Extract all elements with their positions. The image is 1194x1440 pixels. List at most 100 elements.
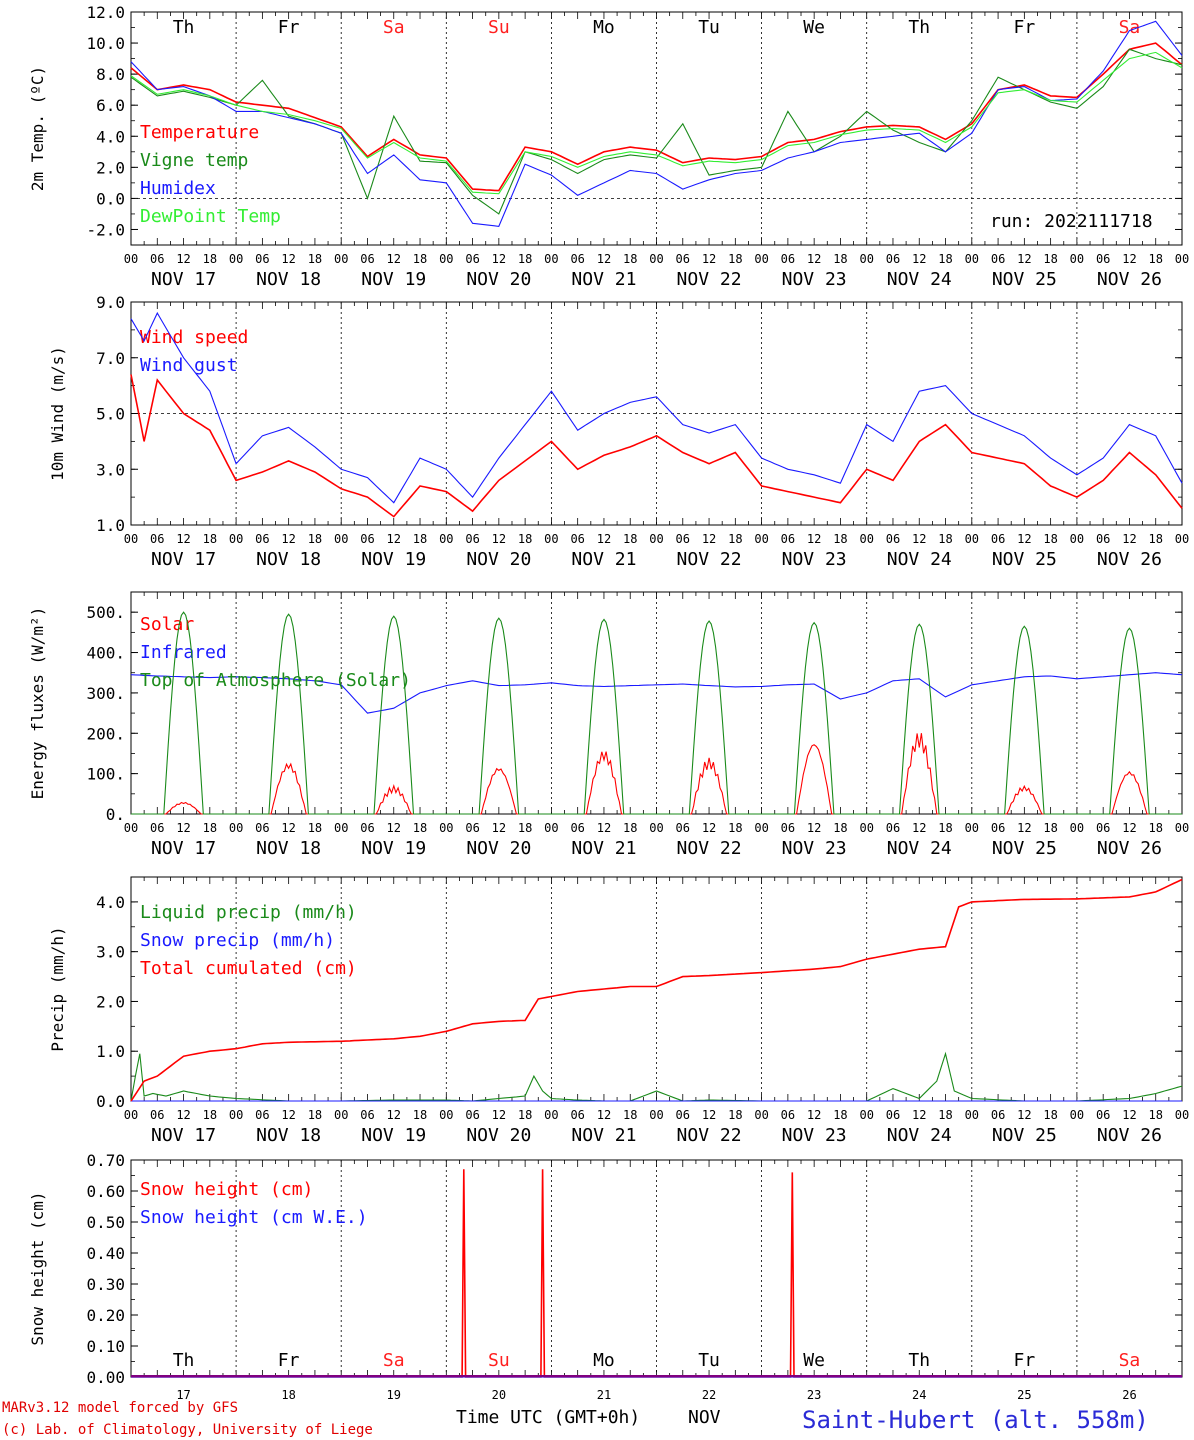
date-label: NOV 22: [677, 838, 742, 859]
hour-tick-label: 12: [281, 1108, 295, 1122]
day-number-label: 21: [597, 1388, 611, 1402]
hour-tick-label: 12: [597, 532, 611, 546]
hour-tick-label: 00: [124, 252, 138, 266]
hour-tick-label: 06: [991, 821, 1005, 835]
weekday-label: Th: [908, 17, 930, 38]
hour-tick-label: 12: [176, 252, 190, 266]
hour-tick-label: 18: [938, 252, 952, 266]
hour-tick-label: 12: [1122, 532, 1136, 546]
panel-4: 4.0 3.0 2.0 1.0 0.0 Precip (mm/h) 00 06 12 18 NOV …: [48, 876, 1189, 1146]
date-label: NOV 17: [151, 838, 216, 859]
hour-tick-label: 06: [781, 821, 795, 835]
y-tick-label: 0.: [106, 805, 125, 824]
date-label: NOV 19: [361, 269, 426, 290]
y-tick-label: 1.0: [96, 1042, 125, 1061]
hour-tick-label: 00: [124, 1108, 138, 1122]
day-number-label: 22: [702, 1388, 716, 1402]
weekday-label: Th: [173, 17, 195, 38]
y-tick-label: 7.0: [96, 349, 125, 368]
hour-tick-label: 00: [649, 532, 663, 546]
hour-tick-label: 12: [492, 252, 506, 266]
hour-tick-label: 00: [124, 821, 138, 835]
legend-entry: Total cumulated (cm): [140, 958, 357, 979]
hour-tick-label: 06: [360, 821, 374, 835]
legend-entry: DewPoint Temp: [140, 206, 281, 227]
series-line-total-cumulated-cm-: [130, 878, 1183, 1102]
hour-tick-label: 06: [886, 821, 900, 835]
weekday-label: Sa: [1119, 17, 1141, 38]
date-label: NOV 22: [677, 269, 742, 290]
hour-tick-label: 18: [203, 821, 217, 835]
hour-tick-label: 12: [1122, 1108, 1136, 1122]
date-label: NOV 17: [151, 269, 216, 290]
day-number-label: 17: [176, 1388, 190, 1402]
hour-tick-label: 18: [1148, 1108, 1162, 1122]
weekday-label: Sa: [383, 17, 405, 38]
run-label: run: 2022111718: [990, 211, 1153, 232]
hour-tick-label: 18: [938, 532, 952, 546]
hour-tick-label: 12: [492, 821, 506, 835]
hour-tick-label: 18: [308, 252, 322, 266]
hour-tick-label: 18: [518, 1108, 532, 1122]
day-number-label: 18: [281, 1388, 295, 1402]
weekday-label: Th: [173, 1350, 195, 1371]
hour-tick-label: 06: [255, 1108, 269, 1122]
date-label: NOV 25: [992, 838, 1057, 859]
chart-panels: 12.0 10.0 8.0 6.0 4.0 2.0 0.0 -2.0 2m Temp. (ºC)…: [28, 3, 1189, 1402]
hour-tick-label: 00: [439, 252, 453, 266]
hour-tick-label: 18: [833, 252, 847, 266]
hour-tick-label: 06: [570, 821, 584, 835]
hour-tick-label: 12: [912, 821, 926, 835]
hour-tick-label: 06: [465, 532, 479, 546]
hour-tick-label: 06: [150, 532, 164, 546]
date-label: NOV 24: [887, 838, 952, 859]
hour-tick-label: 00: [229, 1108, 243, 1122]
date-label: NOV 21: [571, 1125, 636, 1146]
hour-tick-label: 06: [676, 821, 690, 835]
hour-tick-label: 18: [1148, 532, 1162, 546]
y-tick-label: 100.: [86, 765, 125, 784]
date-label: NOV 23: [782, 838, 847, 859]
hour-tick-label: 06: [676, 532, 690, 546]
hour-tick-label: 12: [597, 252, 611, 266]
legend-entry: Liquid precip (mm/h): [140, 902, 357, 923]
y-tick-label: 0.20: [86, 1306, 125, 1325]
day-number-label: 19: [387, 1388, 401, 1402]
hour-tick-label: 12: [1122, 821, 1136, 835]
date-label: NOV 21: [571, 838, 636, 859]
date-label: NOV 20: [466, 269, 531, 290]
date-label: NOV 26: [1097, 269, 1162, 290]
hour-tick-label: 00: [544, 532, 558, 546]
day-number-label: 25: [1017, 1388, 1031, 1402]
hour-tick-label: 18: [938, 1108, 952, 1122]
hour-tick-label: 00: [1070, 1108, 1084, 1122]
hour-tick-label: 00: [859, 1108, 873, 1122]
hour-tick-label: 12: [387, 252, 401, 266]
hour-tick-label: 18: [1148, 252, 1162, 266]
y-tick-label: 0.10: [86, 1337, 125, 1356]
hour-tick-label: 06: [991, 532, 1005, 546]
series-line-wind-speed: [130, 374, 1183, 518]
date-label: NOV 20: [466, 838, 531, 859]
y-tick-label: 4.0: [96, 893, 125, 912]
hour-tick-label: 00: [439, 532, 453, 546]
hour-tick-label: 12: [702, 1108, 716, 1122]
y-axis-title: Precip (mm/h): [48, 926, 67, 1051]
hour-tick-label: 18: [413, 1108, 427, 1122]
y-tick-label: 12.0: [86, 3, 125, 22]
hour-tick-label: 00: [965, 821, 979, 835]
hour-tick-label: 12: [597, 1108, 611, 1122]
hour-tick-label: 12: [1017, 1108, 1031, 1122]
hour-tick-label: 12: [702, 821, 716, 835]
date-label: NOV 25: [992, 1125, 1057, 1146]
hour-tick-label: 12: [176, 532, 190, 546]
hour-tick-label: 12: [176, 1108, 190, 1122]
y-tick-label: 0.40: [86, 1244, 125, 1263]
hour-tick-label: 18: [1043, 821, 1057, 835]
series-line-top-of-atmosphere-solar-: [131, 611, 1182, 815]
day-number-label: 26: [1122, 1388, 1136, 1402]
hour-tick-label: 06: [1096, 252, 1110, 266]
hour-tick-label: 18: [728, 532, 742, 546]
legend-entry: Temperature: [140, 122, 259, 143]
hour-tick-label: 06: [1096, 532, 1110, 546]
